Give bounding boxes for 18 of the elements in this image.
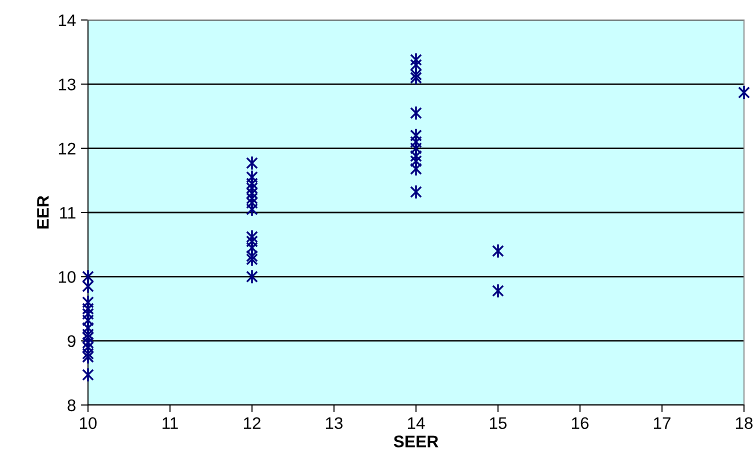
x-tick-label: 15	[490, 417, 507, 430]
x-axis-title: SEER	[394, 436, 438, 448]
x-tick-label: 13	[326, 417, 343, 430]
x-tick-label: 16	[572, 417, 589, 430]
x-tick-label: 10	[80, 417, 97, 430]
y-tick-label: 11	[60, 207, 76, 219]
y-tick-label: 9	[68, 335, 76, 348]
y-tick-label: 12	[58, 142, 76, 154]
x-tick-label: 11	[162, 417, 178, 429]
y-axis-title: EER	[37, 196, 49, 229]
y-tick-label: 13	[58, 78, 76, 90]
x-tick-label: 18	[736, 417, 753, 430]
y-tick-label: 8	[68, 399, 76, 412]
y-tick-label: 14	[58, 14, 76, 26]
x-tick-label: 12	[244, 417, 260, 429]
y-tick-label: 10	[58, 271, 76, 283]
x-tick-label: 17	[654, 417, 670, 429]
x-tick-label: 14	[408, 417, 425, 429]
